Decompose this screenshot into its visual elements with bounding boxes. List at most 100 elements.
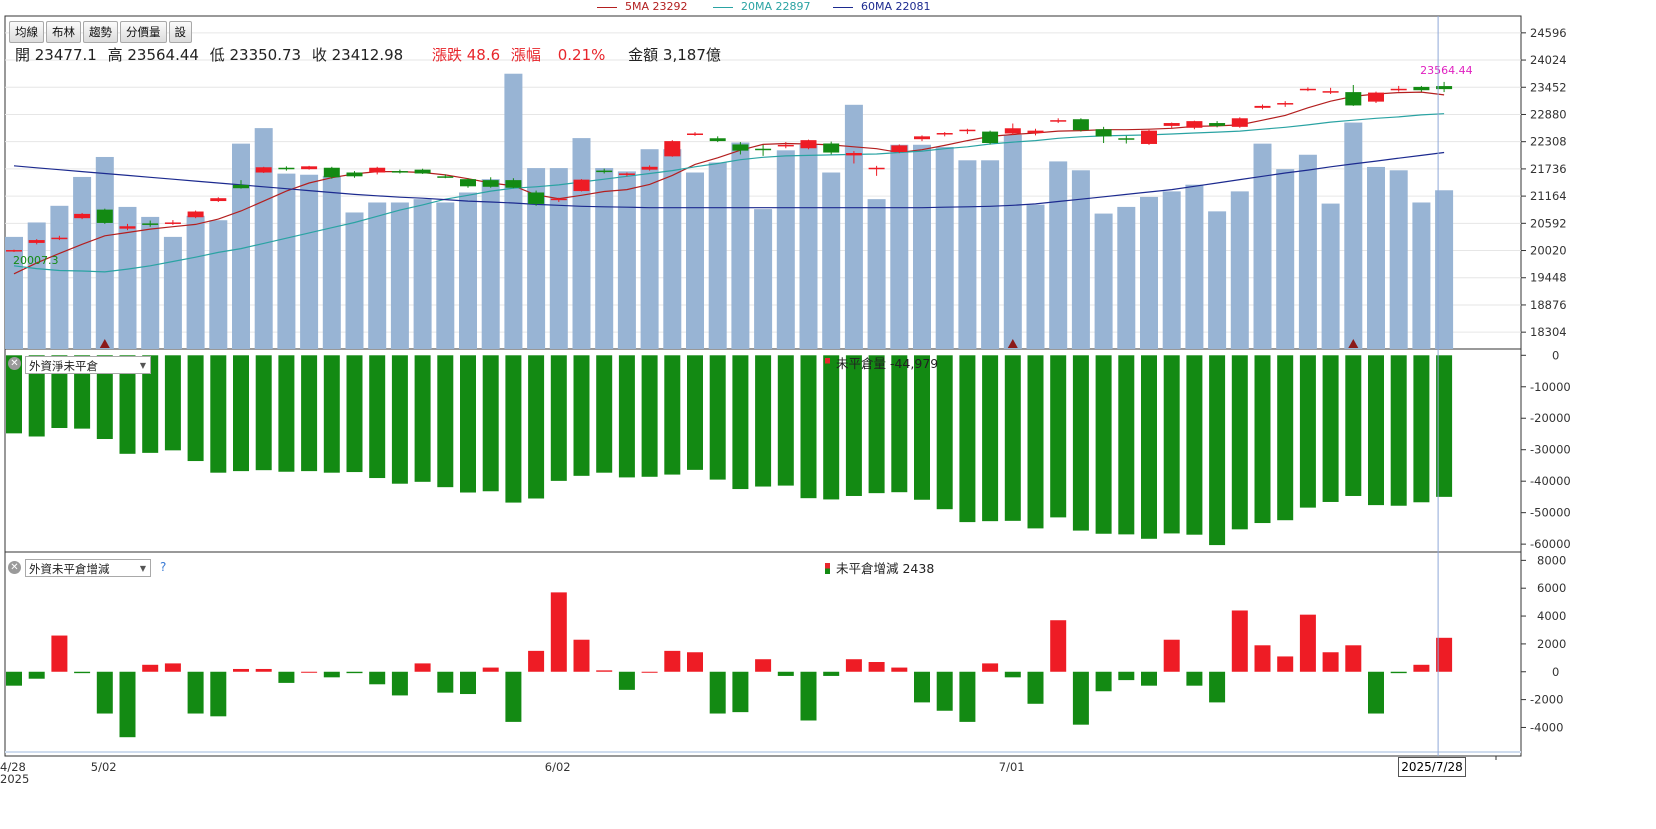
change-tick-label: 6000	[1537, 581, 1566, 595]
oi-bar	[369, 355, 386, 479]
date-tick-label: 4/28	[0, 760, 26, 774]
oi-tick-label: -40000	[1530, 474, 1571, 488]
panel2-legend-marker	[825, 358, 830, 369]
change-bar	[1299, 614, 1316, 672]
volume-bar	[1435, 190, 1454, 349]
change-bar	[982, 663, 999, 672]
volume-bar	[390, 202, 409, 349]
panel3-title: 未平倉增減 2438	[825, 558, 934, 577]
oi-bar	[1254, 355, 1271, 524]
quote-pct-label: 漲幅	[510, 46, 541, 64]
quote-amount: 金額 3,187億	[628, 46, 721, 64]
panel3-close-icon[interactable]: ✕	[8, 561, 21, 574]
year-label: 2025	[0, 772, 29, 786]
change-tick-label: 0	[1552, 665, 1559, 679]
change-tick-label: -2000	[1530, 693, 1563, 707]
volume-bar	[640, 149, 659, 349]
change-bar	[777, 671, 794, 676]
change-bar	[959, 671, 976, 722]
volume-bar	[867, 199, 886, 349]
oi-bar	[1072, 355, 1089, 531]
volume-bar	[413, 199, 432, 349]
change-bar	[437, 671, 454, 693]
oi-bar	[6, 355, 22, 434]
change-bar	[1095, 671, 1112, 692]
oi-bar	[596, 355, 613, 473]
toolbar-ma-button[interactable]: 均線	[9, 21, 44, 43]
price-tick-label: 22880	[1530, 107, 1567, 121]
toolbar-volume-profile-button[interactable]: 分價量	[120, 21, 167, 43]
oi-bar	[936, 355, 953, 510]
crosshair-date-label: 2025/7/28	[1398, 757, 1466, 777]
panel2-indicator-select[interactable]: 外資淨未平倉 ▼	[25, 356, 151, 374]
quote-open: 開 23477.1	[15, 46, 97, 64]
candle-body	[1072, 119, 1089, 131]
change-bar	[800, 671, 817, 721]
toolbar-trend-button[interactable]: 趨勢	[83, 21, 118, 43]
toolbar-settings-button[interactable]: 設	[168, 21, 192, 43]
ma-line-60ma	[13, 151, 1445, 209]
volume-bar	[686, 172, 704, 349]
change-bar	[460, 671, 476, 695]
change-bar	[550, 592, 567, 672]
quote-change: 漲跌 48.6	[431, 46, 501, 64]
candle-body	[528, 192, 545, 204]
volume-bar	[822, 172, 841, 349]
change-bar	[1050, 620, 1067, 672]
indicator-toolbar: 均線 布林 趨勢 分價量 設	[9, 21, 192, 43]
candle-body	[1027, 130, 1044, 134]
price-tick-label: 21164	[1530, 189, 1567, 203]
oi-tick-label: -20000	[1530, 411, 1571, 425]
change-bar	[164, 663, 181, 672]
change-bar	[119, 671, 136, 738]
volume-bar	[481, 179, 500, 349]
help-icon[interactable]: ?	[160, 560, 167, 574]
candle-body	[1413, 86, 1430, 91]
change-bar	[573, 639, 590, 672]
change-bar	[6, 671, 22, 686]
change-bar	[664, 650, 681, 672]
panel3-select-value: 外資未平倉增減	[29, 562, 110, 576]
toolbar-bollinger-button[interactable]: 布林	[46, 21, 81, 43]
quote-line: 開 23477.1 高 23564.44 低 23350.73 收 23412.…	[15, 44, 721, 65]
change-bar	[528, 650, 545, 672]
volume-bar	[1117, 206, 1136, 349]
volume-bar	[663, 149, 682, 349]
volume-bar	[981, 160, 1000, 349]
change-bar	[1345, 645, 1362, 672]
date-tick-label: 6/02	[545, 760, 571, 774]
volume-bar	[254, 128, 273, 349]
volume-bar	[232, 143, 250, 349]
change-tick-label: 4000	[1537, 609, 1566, 623]
legend-ma5-label: 5MA 23292	[625, 0, 688, 13]
volume-bar	[50, 205, 69, 349]
legend-ma20-swatch	[713, 6, 733, 8]
oi-bar	[1027, 355, 1044, 529]
change-bar	[641, 671, 658, 673]
candle-body	[51, 237, 68, 240]
oi-bar	[255, 355, 272, 471]
oi-bar	[119, 355, 136, 454]
candle-body	[301, 166, 318, 170]
oi-bar	[550, 355, 567, 481]
volume-bar	[322, 175, 341, 349]
panel2-close-icon[interactable]: ✕	[8, 357, 21, 370]
volume-bar	[1140, 196, 1158, 349]
legend-ma20-label: 20MA 22897	[741, 0, 811, 13]
volume-bar	[1003, 134, 1022, 349]
candle-body	[346, 172, 363, 177]
quote-close: 收 23412.98	[311, 46, 404, 64]
candle-body	[164, 222, 181, 224]
panel3-indicator-select[interactable]: 外資未平倉增減 ▼	[25, 559, 151, 577]
candle-body	[210, 198, 227, 202]
change-bar	[1368, 671, 1384, 714]
oi-bar	[1277, 355, 1294, 521]
candle-body	[1390, 88, 1407, 91]
candle-body	[323, 167, 340, 178]
oi-bar	[868, 355, 885, 494]
candle-body	[1050, 120, 1067, 122]
oi-bar	[755, 355, 772, 487]
change-bar	[687, 652, 703, 672]
